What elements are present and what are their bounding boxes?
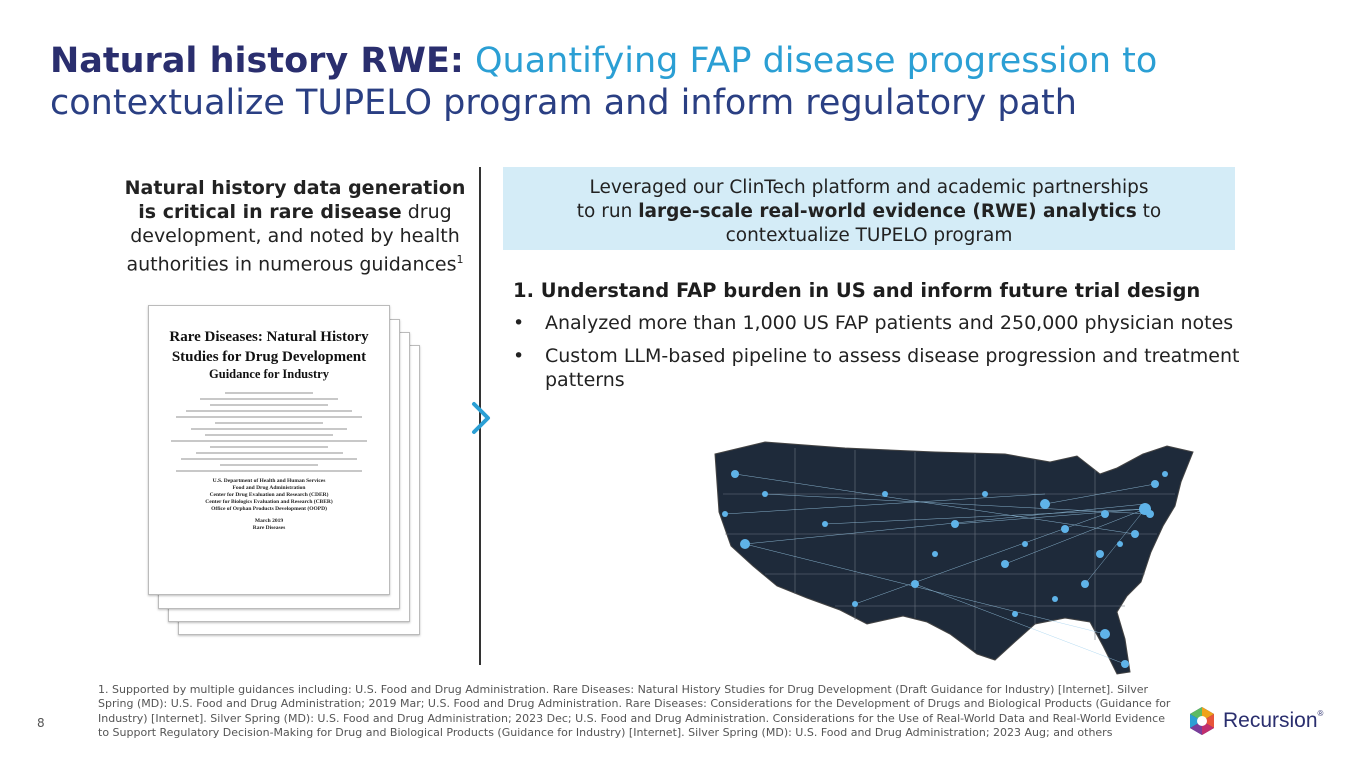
divider-line xyxy=(479,167,481,665)
slide-title: Natural history RWE: Quantifying FAP dis… xyxy=(50,40,1300,124)
title-line2: contextualize TUPELO program and inform … xyxy=(50,83,1077,123)
footnote: 1. Supported by multiple guidances inclu… xyxy=(98,683,1171,739)
callout-line1: Leveraged our ClinTech platform and acad… xyxy=(589,177,1149,198)
footnote-ref: 1 xyxy=(456,253,464,266)
chevron-right-icon xyxy=(472,402,490,434)
callout-line3: contextualize TUPELO program xyxy=(725,225,1013,246)
logo-text: Recursion® xyxy=(1223,709,1324,732)
bullet-item: • Custom LLM-based pipeline to assess dis… xyxy=(513,345,1240,391)
bullet-item: • Analyzed more than 1,000 US FAP patient… xyxy=(513,312,1234,334)
section-heading: 1. Understand FAP burden in US and infor… xyxy=(513,279,1201,302)
left-panel-rest: drug development, and noted by health au… xyxy=(126,201,460,276)
document-footer: U.S. Department of Health and Human Serv… xyxy=(205,478,333,531)
callout-post: to xyxy=(1136,201,1162,222)
left-panel-text: Natural history data generation is criti… xyxy=(120,176,470,276)
document-cover-page: Rare Diseases: Natural History Studies f… xyxy=(148,305,390,595)
rwe-callout-box: Leveraged our ClinTech platform and acad… xyxy=(503,167,1235,250)
bullet-list: • Analyzed more than 1,000 US FAP patient… xyxy=(513,311,1273,401)
document-title: Rare Diseases: Natural History Studies f… xyxy=(169,329,369,365)
page-number: 8 xyxy=(37,716,45,730)
callout-bold: large-scale real-world evidence (RWE) an… xyxy=(638,201,1137,222)
us-map-network-icon xyxy=(714,441,1194,675)
bullet-mark: • xyxy=(513,312,525,334)
guidance-document-stack: Rare Diseases: Natural History Studies f… xyxy=(148,305,420,635)
document-body-lines xyxy=(171,392,367,472)
document-subtitle: Guidance for Industry xyxy=(209,367,329,381)
recursion-logo: Recursion® xyxy=(1188,706,1323,736)
bullet-mark: • xyxy=(513,345,525,367)
callout-pre: to run xyxy=(576,201,639,222)
left-panel-bold: Natural history data generation is criti… xyxy=(124,177,466,223)
title-line1: Quantifying FAP disease progression to xyxy=(463,41,1158,81)
recursion-hexagon-icon xyxy=(1190,707,1214,735)
title-bold: Natural history RWE: xyxy=(50,41,464,81)
